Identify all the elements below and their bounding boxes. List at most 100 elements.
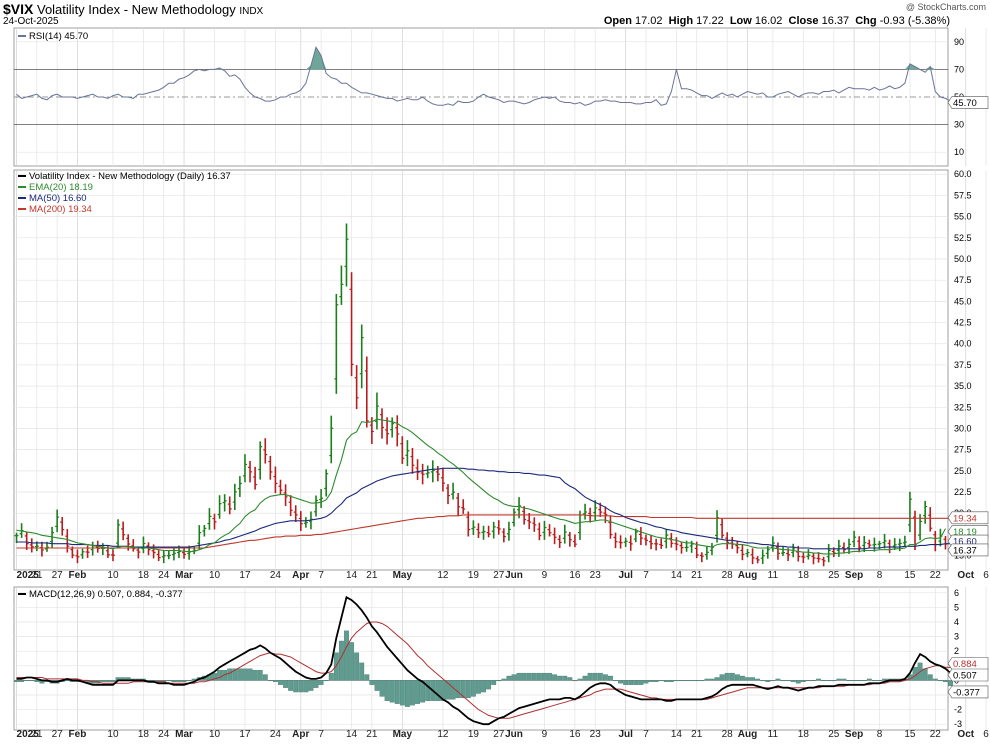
price-bar: [775, 542, 780, 560]
macd-hist-bar: [267, 680, 273, 682]
macd-hist-bar: [871, 680, 877, 682]
macd-hist-bar: [826, 680, 832, 682]
rsi-tick-label-3: 70: [954, 64, 964, 74]
price-bar: [425, 465, 430, 479]
open-value: 17.02: [635, 15, 663, 27]
price-tick-label-8: 35.0: [954, 381, 972, 391]
price-bar: [638, 527, 643, 546]
price-bar: [471, 520, 476, 536]
price-bar: [928, 507, 933, 532]
price-bar: [674, 537, 679, 551]
macd-hist-bar: [394, 680, 400, 704]
macd-signal-line: [16, 621, 951, 719]
macd-hist-bar: [643, 680, 649, 684]
price-bar: [374, 392, 379, 430]
macd-hist-bar: [511, 674, 517, 681]
macd-hist-bar: [217, 670, 223, 681]
price-bar: [649, 534, 654, 550]
price-bar: [303, 517, 308, 528]
price-bar: [314, 495, 319, 517]
price-bar: [278, 479, 283, 495]
price-bar: [242, 454, 247, 483]
x-tick-label-1-20: 9: [542, 729, 548, 740]
macd-hist-bar: [166, 680, 172, 682]
macd-hist-bar: [811, 680, 816, 682]
price-bar: [872, 537, 877, 552]
macd-legend: MACD(12,26,9) 0.507, 0.884, -0.377: [18, 589, 183, 600]
ma200-last-tag: 19.34: [947, 511, 989, 524]
x-tick-label-1-36: Oct: [957, 729, 974, 740]
macd-hist-bar: [34, 680, 40, 682]
price-bar: [466, 511, 471, 537]
x-tick-label-1-6: 24: [158, 729, 170, 740]
price-legend-text-0: Volatility Index - New Methodology (Dail…: [29, 171, 231, 182]
x-tick-label-1-25: 14: [671, 729, 683, 740]
macd-hist-bar: [912, 667, 918, 681]
macd-legend-text: MACD(12,26,9) 0.507, 0.884, -0.377: [29, 589, 183, 600]
price-bar: [253, 466, 258, 490]
price-bar: [349, 272, 354, 377]
price-legend-text-3: MA(200) 19.34: [29, 204, 92, 215]
ma50-last-tag-text: 16.60: [953, 537, 977, 548]
price-bar: [623, 537, 628, 547]
macd-hist-bar: [404, 680, 410, 707]
price-bar: [207, 508, 212, 530]
price-bar: [110, 549, 115, 562]
price-bar: [923, 500, 928, 524]
x-tick-label-0-3: Feb: [69, 570, 87, 581]
x-tick-label-1-18: 27: [493, 729, 505, 740]
macd-hist-bar: [780, 680, 786, 682]
price-bar: [704, 545, 709, 560]
macd-hist-bar: [785, 680, 791, 682]
price-bar: [451, 482, 456, 500]
macd-hist-bar: [486, 680, 492, 690]
macd-value-tag-box: [947, 668, 989, 682]
macd-hist-bar: [831, 680, 837, 682]
macd-hist-bar: [882, 678, 887, 681]
macd-hist-tag-box: [947, 685, 989, 699]
price-bar: [552, 527, 557, 545]
rsi-last-tag-box: [947, 96, 989, 109]
x-tick-label-0-37: 6: [983, 570, 989, 581]
price-bar: [395, 415, 400, 447]
macd-signal-tag-box: [947, 657, 989, 670]
macd-hist-bar: [800, 680, 806, 682]
symbol: $VIX: [3, 1, 34, 17]
macd-hist-bar: [734, 674, 740, 681]
price-tick-label-6: 30.0: [954, 423, 972, 433]
macd-hist-bar: [470, 680, 476, 697]
macd-hist-bar: [866, 678, 872, 681]
price-bar: [364, 356, 369, 428]
macd-hist-tag-text: -0.377: [953, 687, 980, 698]
price-bar: [633, 528, 638, 543]
rsi-legend-text: RSI(14) 45.70: [29, 31, 88, 42]
macd-hist-bar: [922, 668, 928, 681]
x-tick-label-0-1: 21: [31, 570, 43, 581]
macd-hist-bar: [943, 680, 948, 682]
rsi-tick-label-4: 90: [954, 37, 964, 47]
macd-hist-bar: [714, 677, 720, 681]
price-bar: [440, 467, 445, 492]
x-tick-label-0-32: Sep: [845, 570, 863, 581]
macd-hist-bar: [597, 672, 603, 681]
macd-hist-bar: [283, 680, 289, 688]
macd-hist-bar: [709, 678, 715, 681]
ma50-line: [16, 467, 956, 550]
x-tick-label-0-33: 8: [877, 570, 883, 581]
price-bar: [319, 489, 324, 508]
macd-hist-bar: [399, 680, 405, 706]
price-bar: [760, 549, 765, 564]
macd-hist-bar: [790, 680, 796, 682]
x-tick-label-1-12: 7: [318, 729, 324, 740]
macd-hist-bar: [288, 680, 294, 691]
macd-hist-bar: [694, 680, 700, 682]
price-bar: [182, 548, 187, 559]
macd-tick-label-5: 2: [954, 646, 959, 656]
macd-hist-bar: [745, 677, 750, 681]
macd-hist-bar: [602, 674, 608, 681]
macd-hist-bar: [14, 680, 19, 682]
price-bar: [288, 495, 293, 517]
price-bar: [867, 539, 872, 549]
price-bar: [80, 548, 85, 559]
price-bar: [806, 549, 811, 560]
